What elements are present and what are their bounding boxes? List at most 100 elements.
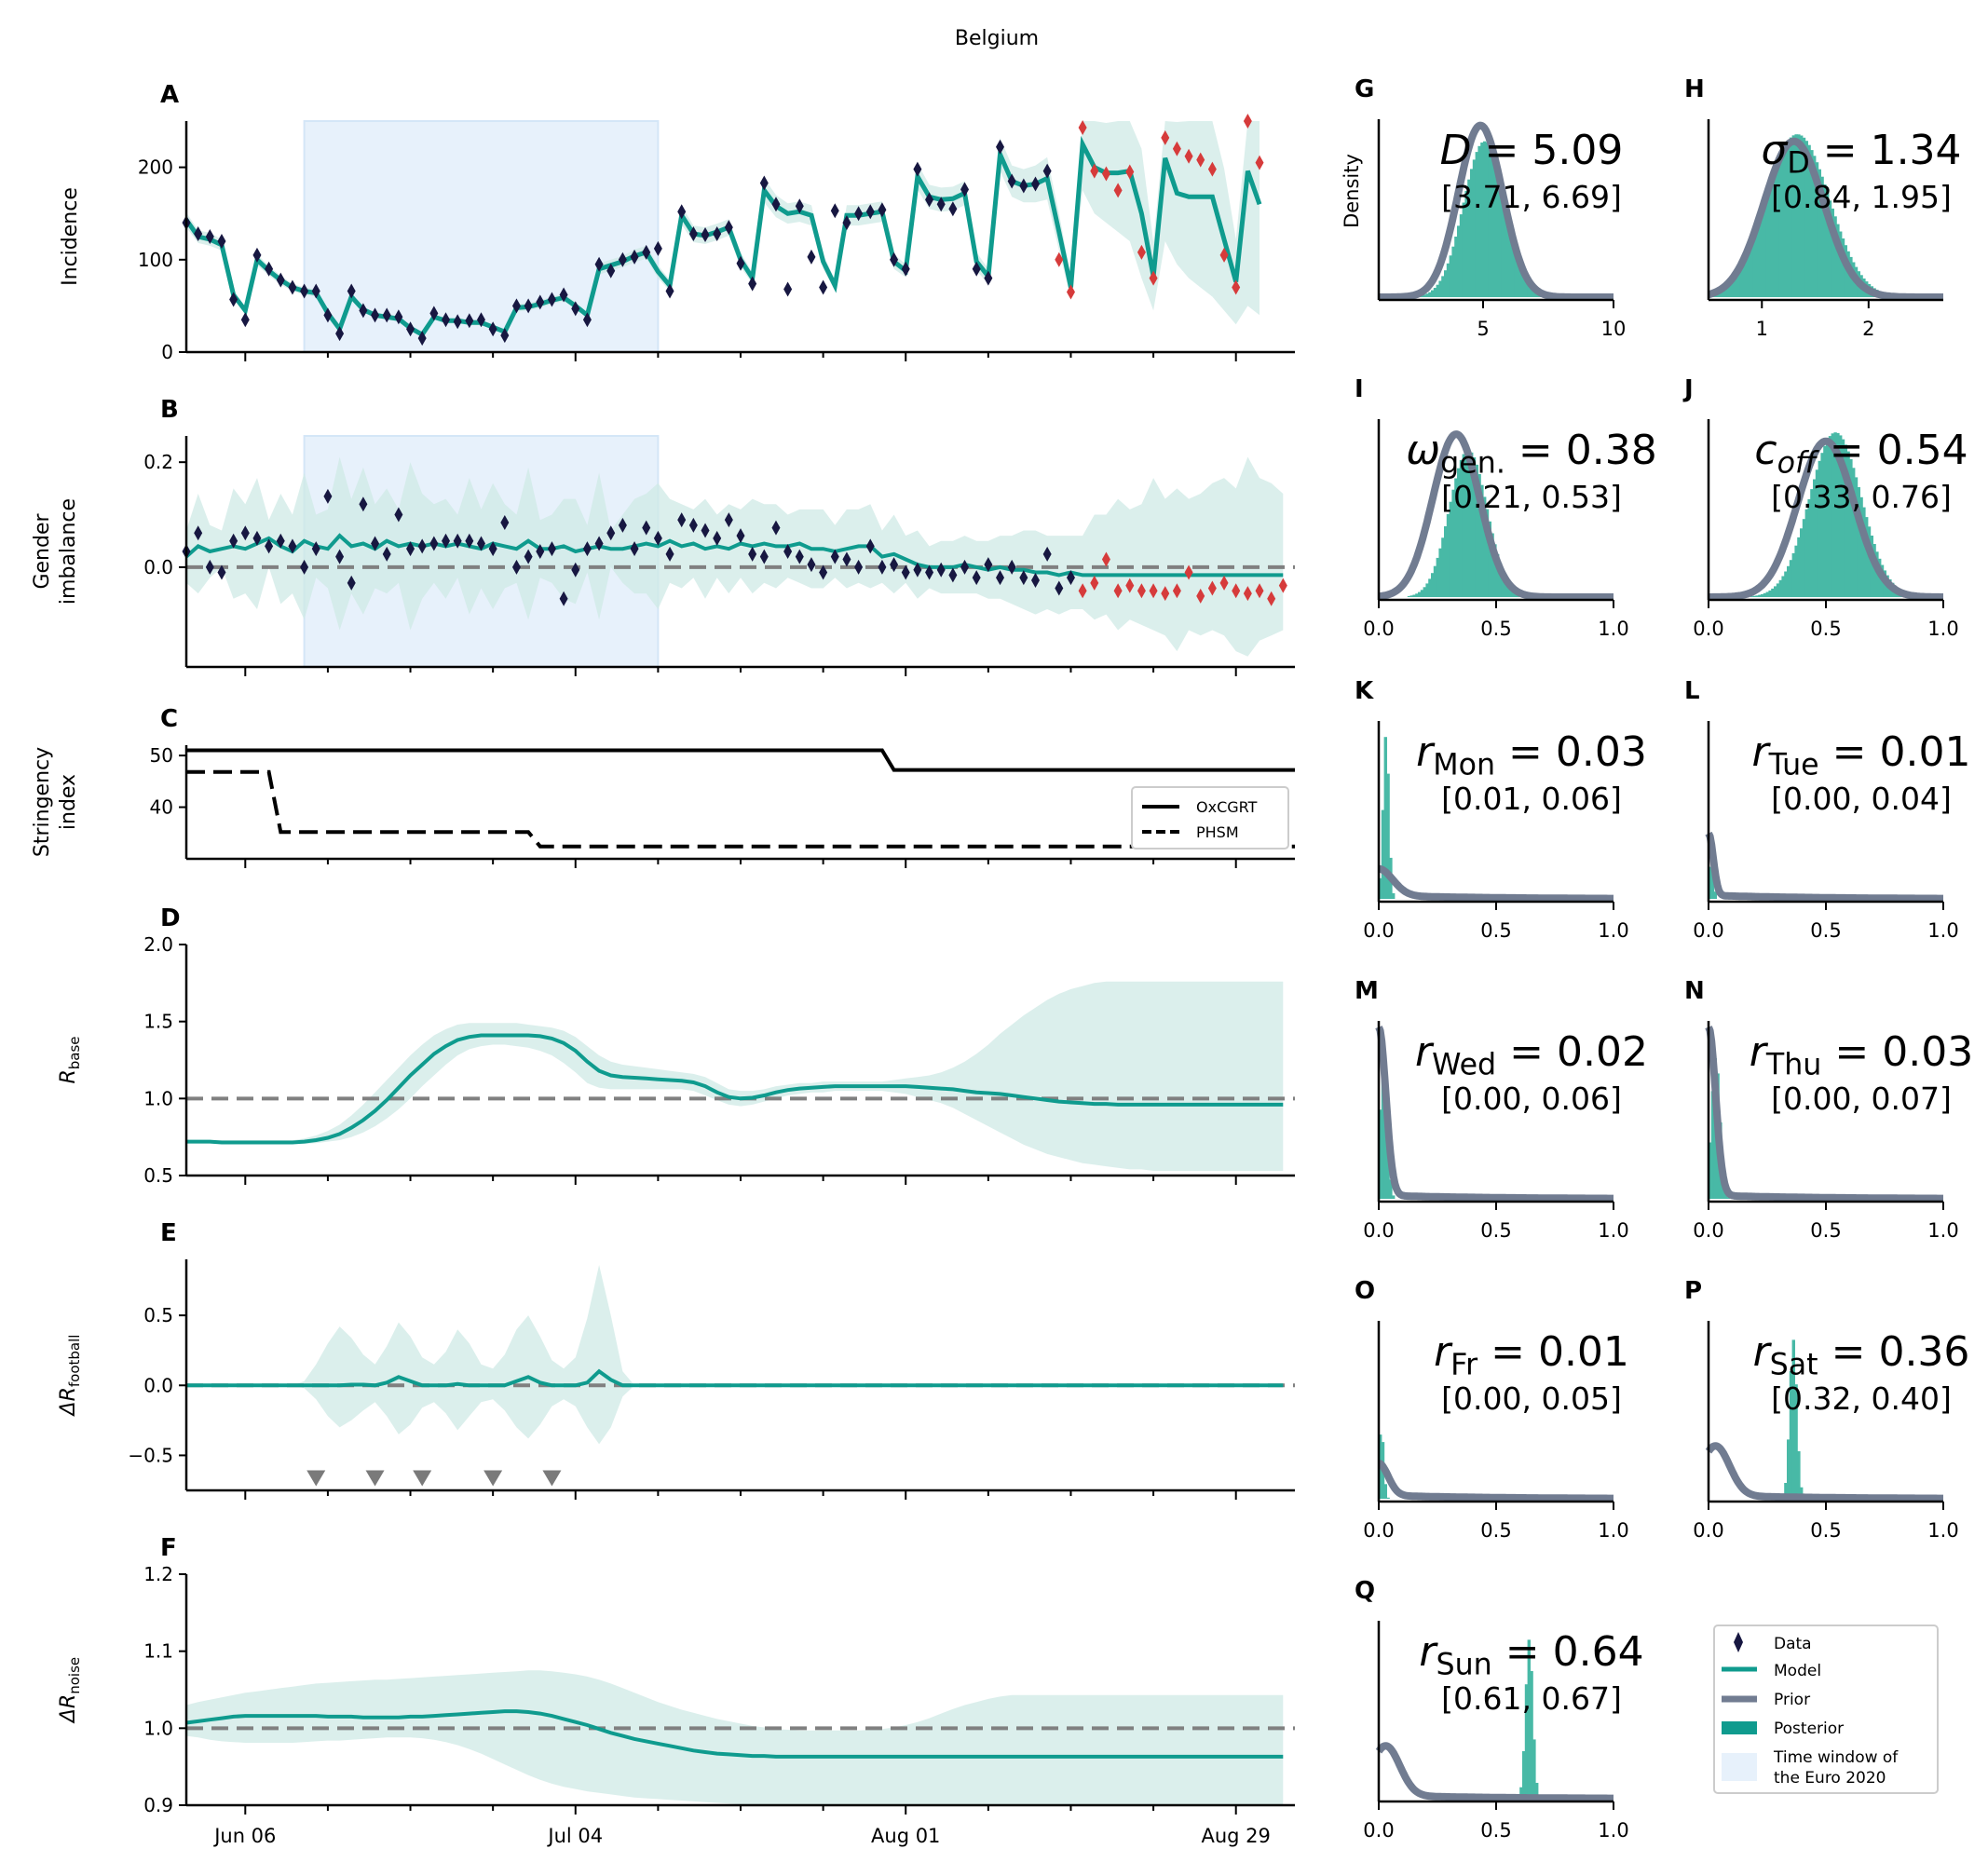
forecast-data-point — [1078, 583, 1087, 599]
density-x-tick-label: 0.0 — [1363, 618, 1394, 640]
posterior-bar — [1506, 581, 1510, 597]
prior-curve — [1706, 137, 1946, 301]
posterior-bar — [1846, 451, 1850, 597]
data-point — [229, 533, 238, 549]
prior-curve — [1705, 1026, 1946, 1203]
y-tick-label: 0.9 — [143, 1794, 173, 1816]
posterior-bar — [1789, 137, 1793, 297]
forecast-data-point — [1101, 551, 1110, 567]
forecast-data-point — [1232, 279, 1241, 295]
posterior-bar — [1857, 487, 1860, 597]
data-point — [524, 298, 533, 314]
posterior-bar — [1470, 169, 1474, 297]
posterior-bar — [1771, 588, 1775, 597]
model-line-D — [186, 1033, 1284, 1145]
posterior-bar — [1454, 478, 1458, 597]
data-point — [453, 533, 462, 549]
posterior-bar — [1423, 294, 1426, 297]
data-point — [890, 251, 899, 267]
data-point — [371, 307, 380, 323]
forecast-data-point — [1255, 155, 1264, 170]
density-x-tick-label: 0.5 — [1480, 1819, 1511, 1842]
density-x-tick-label: 0.5 — [1810, 1219, 1841, 1242]
data-point — [948, 567, 958, 583]
density-x-tick-label: 10 — [1601, 318, 1627, 340]
posterior-bar — [1742, 256, 1746, 297]
data-point — [311, 283, 320, 299]
data-point — [948, 201, 958, 217]
posterior-bar — [1781, 576, 1785, 597]
prior-curve — [1706, 437, 1946, 601]
legend-euro-label-2: the Euro 2020 — [1774, 1769, 1886, 1788]
data-point — [382, 307, 391, 323]
panel-B: 0.0 0.2 B Gender imbalance — [31, 396, 1295, 676]
data-point — [830, 549, 839, 564]
posterior-bar — [1804, 141, 1808, 297]
posterior-bar — [1794, 134, 1798, 297]
posterior-bar — [1778, 579, 1782, 597]
panel-A: 0 100 200 A Incidence — [59, 81, 1295, 363]
data-point — [500, 328, 510, 344]
y-tick-label: 100 — [138, 249, 173, 271]
data-point — [276, 272, 285, 288]
posterior-bar — [1800, 1487, 1804, 1499]
annotation-main-G: D = 5.09 — [1440, 127, 1624, 174]
annotation-main-J: coff = 0.54 — [1754, 427, 1968, 481]
density-x-tick-label: 0.0 — [1363, 1219, 1394, 1242]
posterior-bar — [1831, 208, 1834, 297]
posterior-bar — [1524, 276, 1529, 297]
data-point — [618, 251, 627, 267]
panel-F: 0.9 1.0 1.1 1.2F ΔRnoise Jun 06 Jul 04 Aug 01 Au… — [57, 1534, 1295, 1847]
density-panel-G: 5 10 G Density D = 5.09 [3.71, 6.69] — [1341, 75, 1626, 340]
posterior-bar — [1527, 280, 1531, 297]
posterior-bar — [1776, 583, 1780, 597]
stringency-line-oxcgrt — [186, 748, 1295, 772]
data-point — [713, 530, 722, 546]
posterior-bar — [1379, 1109, 1382, 1199]
posterior-bar — [1415, 593, 1419, 597]
data-point — [488, 321, 497, 337]
data-point — [359, 303, 368, 319]
forecast-data-point — [1113, 583, 1123, 599]
posterior-bar — [1813, 479, 1817, 597]
posterior-bar — [1710, 1091, 1715, 1199]
posterior-bar — [1791, 552, 1795, 597]
data-point — [429, 306, 439, 321]
annotation-main-L-value: = 0.01 — [1819, 728, 1971, 776]
annotation-main-M-value: = 0.02 — [1496, 1028, 1648, 1076]
forecast-data-point — [1090, 575, 1099, 591]
posterior-bar — [1441, 276, 1445, 297]
legend-euro-label-1: Time window of — [1773, 1748, 1899, 1767]
posterior-bar — [1412, 594, 1416, 597]
annotation-main-L: rTue = 0.01 — [1751, 728, 1970, 782]
data-point — [701, 227, 710, 243]
data-point — [960, 182, 970, 197]
density-y-label: Density — [1341, 154, 1363, 228]
posterior-bar — [1519, 1787, 1523, 1799]
prior-curve — [1375, 1026, 1616, 1203]
data-point — [759, 549, 769, 564]
posterior-bar — [1524, 1684, 1529, 1799]
data-point — [653, 240, 662, 256]
data-point — [453, 314, 462, 330]
posterior-bar — [1800, 135, 1804, 297]
posterior-bar — [1818, 460, 1821, 597]
posterior-bar — [1431, 573, 1435, 597]
data-point — [1019, 570, 1028, 586]
annotation-ci-H: [0.84, 1.95] — [1771, 179, 1952, 215]
panel-label-B: B — [160, 396, 179, 424]
posterior-bar — [1392, 892, 1396, 899]
y-axis-label-E: ΔRfootball — [57, 1335, 83, 1418]
data-point — [842, 551, 851, 567]
annotation-ci-P: [0.32, 0.40] — [1771, 1380, 1952, 1417]
posterior-bar — [1496, 169, 1500, 297]
data-point — [736, 528, 745, 544]
posterior-bar — [1810, 150, 1814, 297]
posterior-bar — [1826, 440, 1830, 597]
data-point — [960, 559, 970, 575]
posterior-bar — [1794, 1384, 1798, 1499]
posterior-bar — [1841, 238, 1845, 297]
y-tick-label: 50 — [150, 744, 173, 767]
annotation-ci-O: [0.00, 0.05] — [1441, 1380, 1622, 1417]
